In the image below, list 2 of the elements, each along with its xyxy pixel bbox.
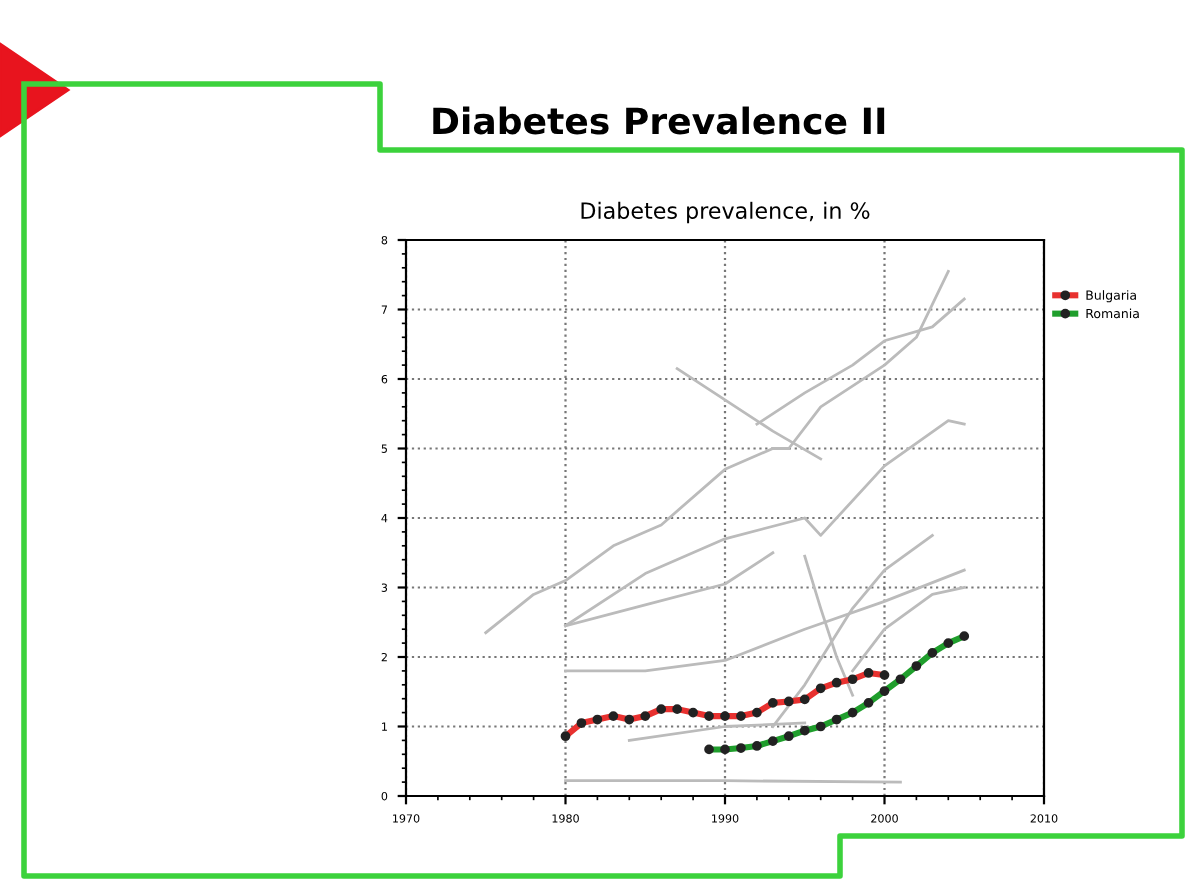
chart-subtitle: Diabetes prevalence, in % (581, 201, 870, 224)
chart-title: Diabetes Prevalence II (433, 106, 885, 135)
